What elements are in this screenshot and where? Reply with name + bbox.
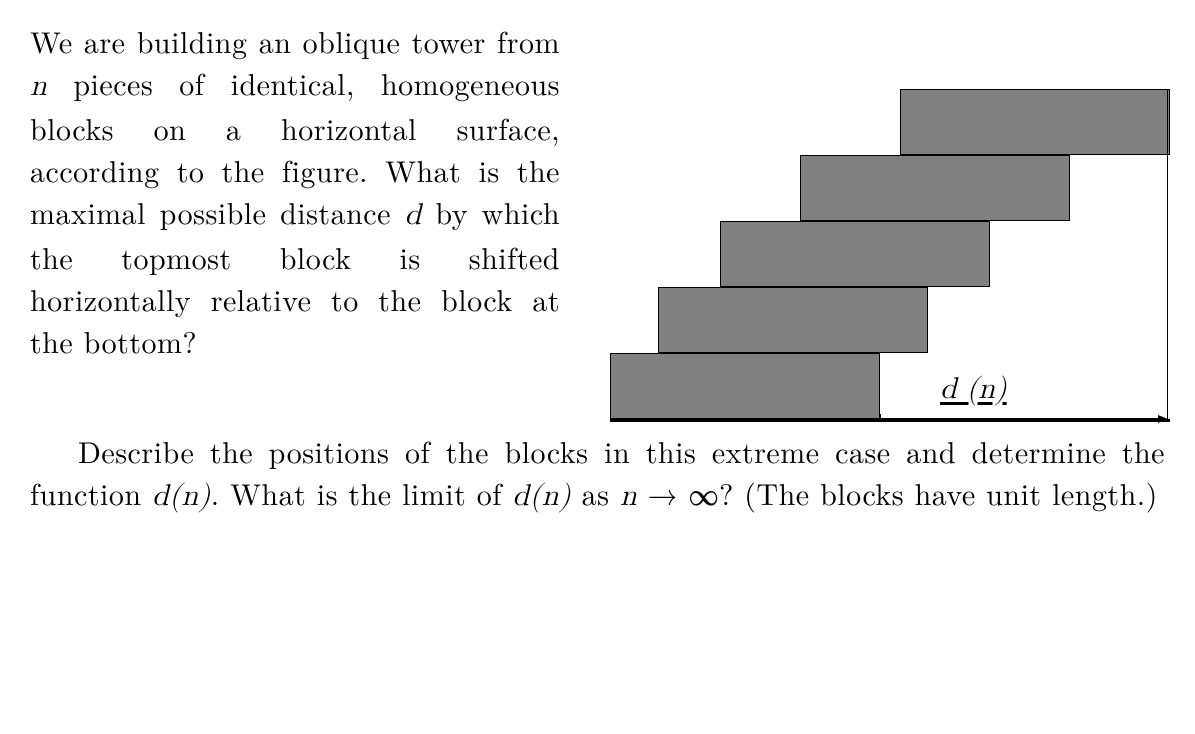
measure-arrow-head (1158, 415, 1168, 423)
block-4 (800, 155, 1070, 221)
figure: d (n) (580, 20, 1165, 430)
dn-label: d (n) (940, 368, 1007, 410)
measure-tick-left (880, 414, 881, 422)
problem-text-bottom: Describe the positions of the blocks in … (30, 430, 1165, 517)
para2-arrow: → ∞ (637, 471, 719, 514)
problem-content: We are building an oblique tower from n … (30, 20, 1165, 517)
ground-line (610, 419, 1170, 422)
block-2 (658, 287, 928, 353)
var-d: d (405, 200, 422, 230)
block-1 (610, 353, 880, 419)
problem-text-left: We are building an oblique tower from n … (30, 20, 560, 430)
para1-seg1: We are building an oblique tower from (30, 19, 560, 62)
measure-arrow-line (880, 418, 1160, 419)
para2-seg4: ? (The blocks have unit length.) (719, 471, 1158, 514)
var-dn2: d(n) (512, 481, 571, 511)
block-3 (720, 221, 990, 287)
para2-seg2: . What is the limit of (211, 471, 513, 514)
measure-vertical-line (1167, 89, 1168, 422)
para2-seg3: as (571, 471, 620, 514)
top-section: We are building an oblique tower from n … (30, 20, 1165, 430)
var-n2: n (620, 481, 637, 511)
block-5 (900, 89, 1170, 155)
var-n: n (30, 71, 47, 101)
var-dn1: d(n) (152, 481, 211, 511)
